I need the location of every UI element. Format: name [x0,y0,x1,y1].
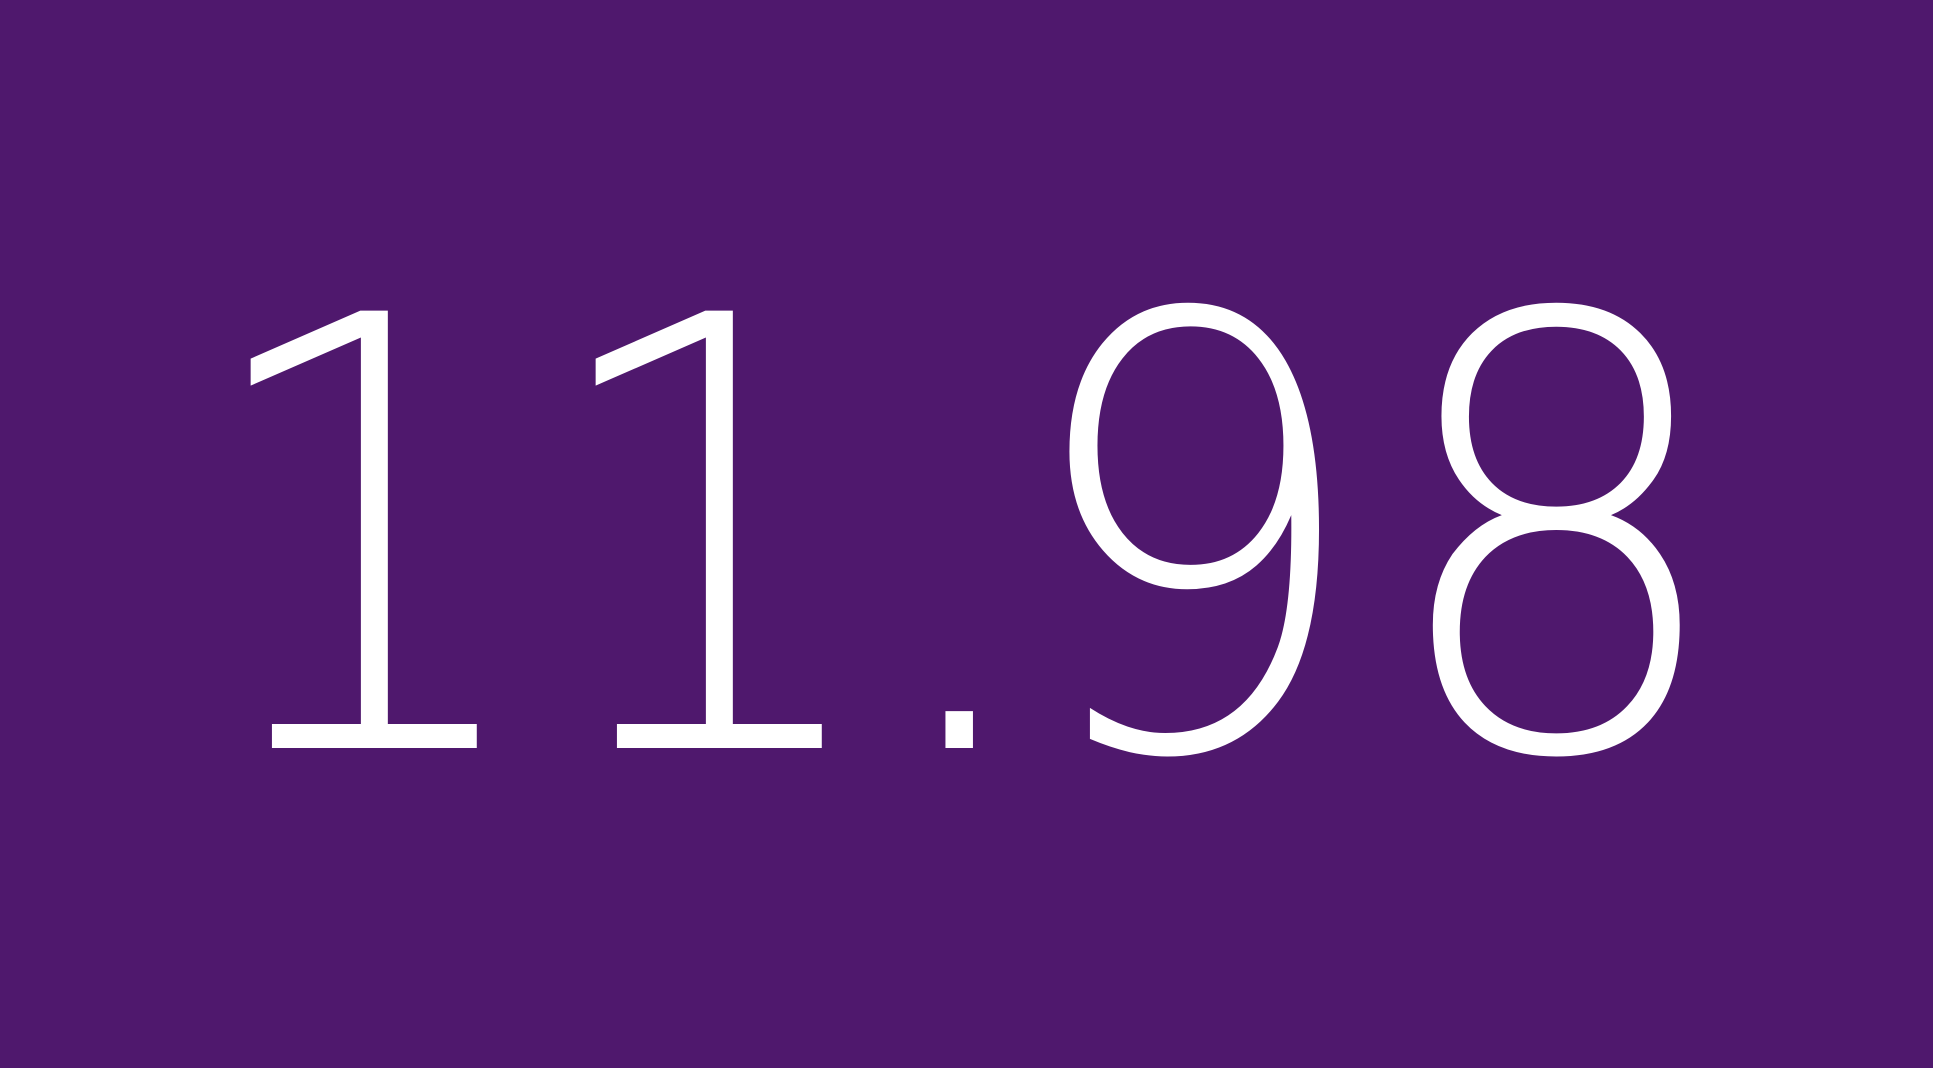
digit-1: 1 [190,191,542,890]
digit-2: 1 [535,191,887,890]
digit-4: 8 [1380,191,1733,890]
number-display: 1 1 . 9 8 [178,191,1733,890]
digit-3: 9 [1015,191,1368,890]
decimal-point: . [871,191,1048,890]
